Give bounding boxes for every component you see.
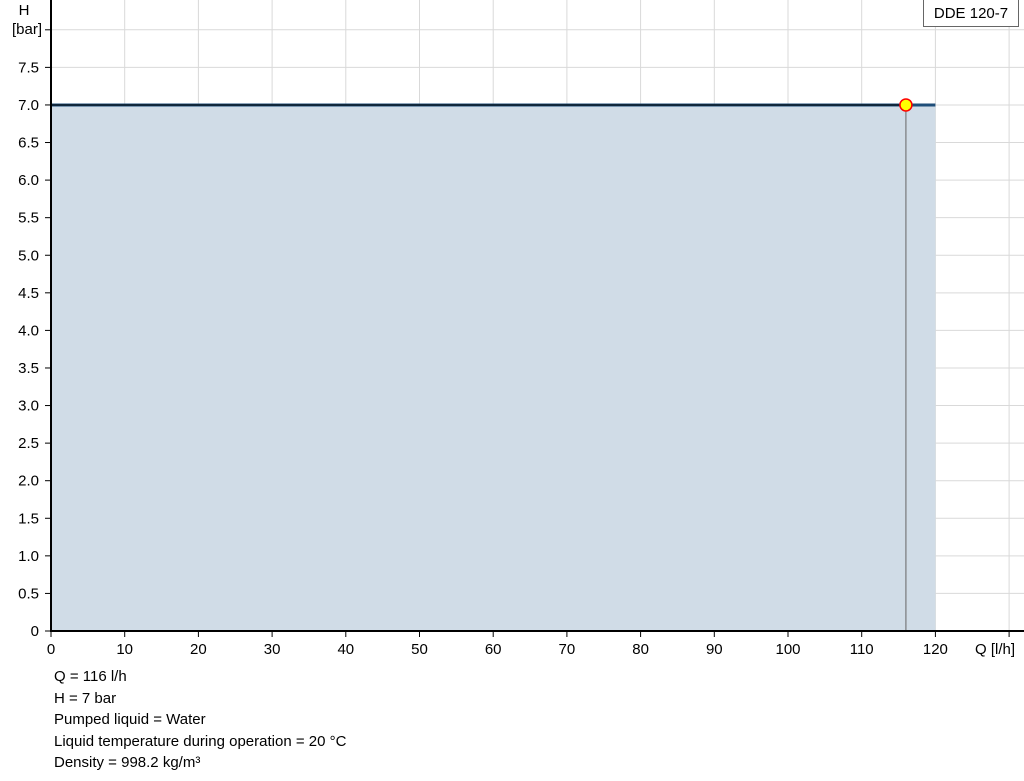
y-tick-label: 5.5 [18, 210, 39, 227]
y-tick-label: 6.5 [18, 135, 39, 152]
x-axis-label: Q [l/h] [975, 641, 1015, 658]
y-axis-unit: [bar] [12, 21, 42, 38]
y-tick-label: 5.0 [18, 247, 39, 264]
x-tick-label: 60 [485, 641, 502, 658]
marks [51, 98, 936, 631]
y-tick-label: 3.5 [18, 360, 39, 377]
x-tick-label: 100 [775, 641, 800, 658]
info-head: H = 7 bar [54, 689, 117, 707]
curve-area [51, 104, 936, 631]
x-tick-label: 20 [190, 641, 207, 658]
info-density: Density = 998.2 kg/m³ [54, 754, 201, 771]
x-tick-label: 80 [632, 641, 649, 658]
info-temperature: Liquid temperature during operation = 20… [54, 732, 347, 750]
y-tick-label: 7.5 [18, 59, 39, 76]
x-tick-label: 110 [850, 641, 874, 658]
y-tick-label: 2.0 [18, 473, 39, 490]
x-tick-label: 30 [264, 641, 281, 658]
y-tick-label: 7.0 [18, 97, 39, 114]
x-tick-label: 40 [337, 641, 354, 658]
y-tick-label: 3.0 [18, 398, 39, 415]
y-tick-label: 0.5 [18, 585, 39, 602]
y-axis-label: H [19, 2, 30, 19]
x-tick-label: 0 [47, 641, 55, 658]
y-tick-label: 4.0 [18, 322, 39, 339]
y-tick-label: 1.5 [18, 510, 39, 527]
y-tick-label: 6.0 [18, 172, 39, 189]
x-tick-label: 50 [411, 641, 428, 658]
y-tick-label: 1.0 [18, 548, 39, 565]
y-tick-label: 0 [31, 623, 39, 640]
operating-point [899, 98, 913, 112]
x-tick-label: 10 [116, 641, 133, 658]
axes: 0 10 20 30 40 50 60 70 80 90 100 110 120 0 0.5 1.0 1.5 2.… [18, 0, 1024, 658]
y-tick-label: 4.5 [18, 285, 39, 302]
operating-info: Q = 116 l/h H = 7 bar Pumped liquid = Wa… [54, 666, 346, 774]
legend-series-label: DDE 120-7 [923, 0, 1019, 27]
info-flow: Q = 116 l/h [54, 668, 127, 685]
x-tick-label: 70 [559, 641, 576, 658]
info-liquid: Pumped liquid = Water [54, 711, 206, 728]
x-tick-label: 90 [706, 641, 723, 658]
x-tick-label: 120 [923, 641, 948, 658]
y-tick-label: 2.5 [18, 435, 39, 452]
